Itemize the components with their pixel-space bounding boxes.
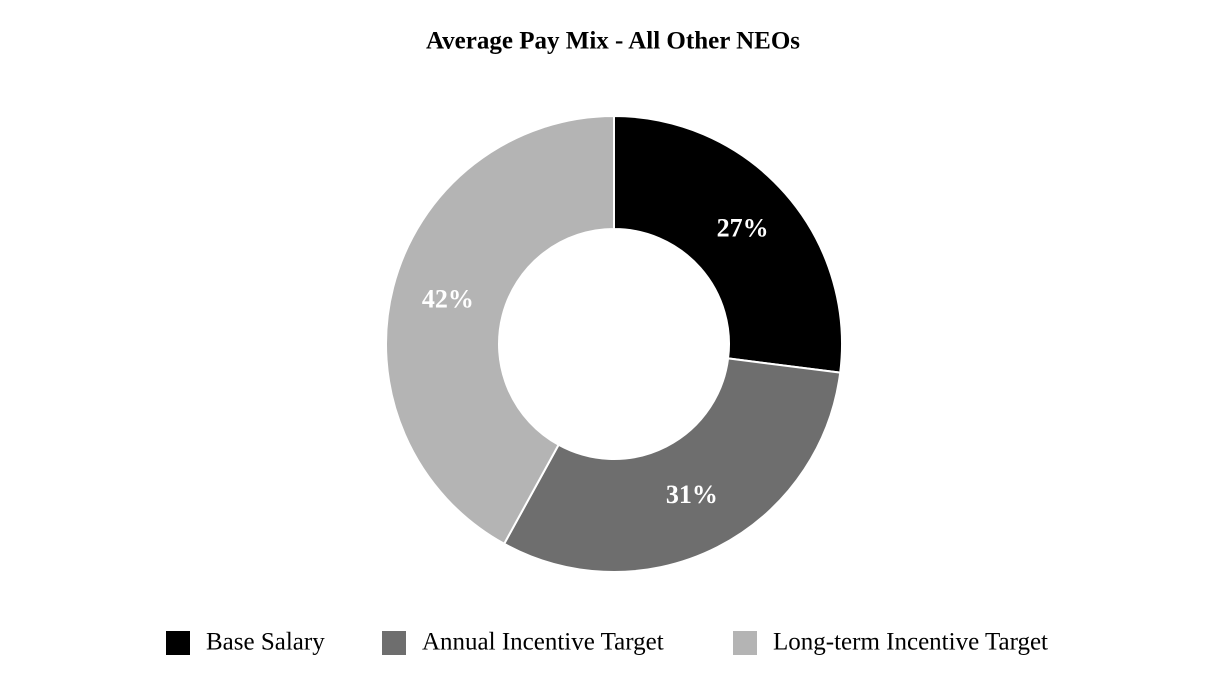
data-label: 42% <box>422 284 474 313</box>
legend-label: Annual Incentive Target <box>422 629 664 656</box>
legend-label: Long-term Incentive Target <box>773 629 1048 656</box>
legend-swatch <box>733 631 757 655</box>
data-label: 27% <box>717 214 769 243</box>
legend-swatch <box>166 631 190 655</box>
slice <box>613 114 843 374</box>
legend-label: Base Salary <box>206 629 325 656</box>
chart-title: Average Pay Mix - All Other NEOs <box>426 28 800 55</box>
data-label: 31% <box>666 480 718 509</box>
slice <box>502 357 842 573</box>
legend-swatch <box>382 631 406 655</box>
slice <box>385 114 615 546</box>
